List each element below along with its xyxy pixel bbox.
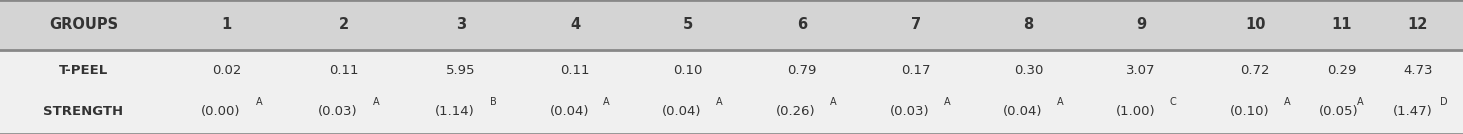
- Text: 6: 6: [797, 17, 806, 32]
- Text: A: A: [1285, 96, 1290, 107]
- Text: 0.17: 0.17: [901, 64, 930, 77]
- Text: A: A: [945, 96, 951, 107]
- Text: 0.11: 0.11: [560, 64, 590, 77]
- Text: (0.03): (0.03): [891, 105, 930, 118]
- Text: B: B: [490, 96, 497, 107]
- Text: 2: 2: [339, 17, 348, 32]
- Text: A: A: [831, 96, 837, 107]
- Text: (0.10): (0.10): [1230, 105, 1270, 118]
- Text: (1.47): (1.47): [1393, 105, 1432, 118]
- Text: T-PEEL: T-PEEL: [59, 64, 108, 77]
- Text: 12: 12: [1407, 17, 1428, 32]
- Text: A: A: [373, 96, 380, 107]
- Text: D: D: [1440, 96, 1448, 107]
- Text: (0.03): (0.03): [317, 105, 358, 118]
- Text: 3: 3: [456, 17, 465, 32]
- Text: 7: 7: [911, 17, 920, 32]
- Text: A: A: [1056, 96, 1064, 107]
- Text: 4.73: 4.73: [1403, 64, 1432, 77]
- Text: 0.10: 0.10: [673, 64, 702, 77]
- Text: A: A: [1356, 96, 1364, 107]
- Bar: [0, 50, 1463, 134]
- Text: 10: 10: [1245, 17, 1265, 32]
- Text: 0.30: 0.30: [1014, 64, 1043, 77]
- Text: 5.95: 5.95: [446, 64, 475, 77]
- Text: 3.07: 3.07: [1127, 64, 1156, 77]
- Text: A: A: [603, 96, 610, 107]
- Text: 0.29: 0.29: [1327, 64, 1356, 77]
- Text: 0.11: 0.11: [329, 64, 358, 77]
- Text: 9: 9: [1137, 17, 1146, 32]
- Text: 0.02: 0.02: [212, 64, 241, 77]
- Text: (0.05): (0.05): [1318, 105, 1358, 118]
- Text: 0.79: 0.79: [787, 64, 816, 77]
- Text: 8: 8: [1023, 17, 1034, 32]
- Text: (1.14): (1.14): [435, 105, 475, 118]
- Text: C: C: [1169, 96, 1176, 107]
- Text: (0.04): (0.04): [663, 105, 702, 118]
- Bar: [0, 0, 1463, 50]
- Text: 4: 4: [571, 17, 579, 32]
- Text: GROUPS: GROUPS: [48, 17, 119, 32]
- Text: STRENGTH: STRENGTH: [44, 105, 123, 118]
- Text: (0.00): (0.00): [202, 105, 240, 118]
- Text: 0.72: 0.72: [1241, 64, 1270, 77]
- Text: 5: 5: [682, 17, 693, 32]
- Text: (0.04): (0.04): [550, 105, 590, 118]
- Text: A: A: [256, 96, 263, 107]
- Text: (0.04): (0.04): [1004, 105, 1043, 118]
- Text: 1: 1: [221, 17, 233, 32]
- Text: A: A: [715, 96, 723, 107]
- Text: (1.00): (1.00): [1116, 105, 1156, 118]
- Text: 11: 11: [1331, 17, 1352, 32]
- Text: (0.26): (0.26): [777, 105, 816, 118]
